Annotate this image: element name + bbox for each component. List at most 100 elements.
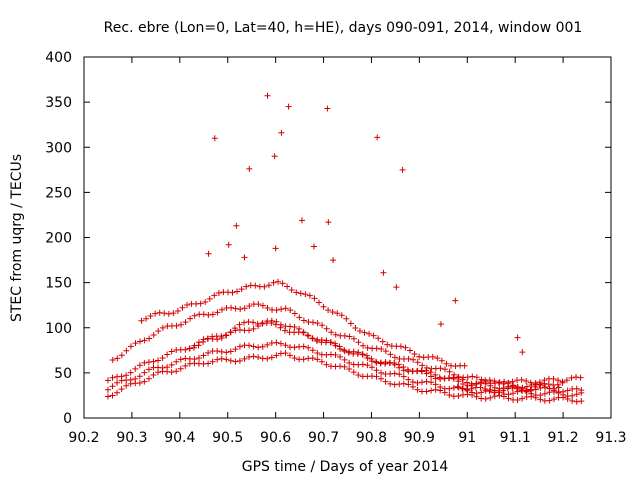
data-point: [419, 362, 426, 369]
data-point: [123, 372, 130, 379]
data-point: [272, 245, 279, 252]
data-point: [510, 382, 517, 389]
data-point: [363, 352, 370, 359]
x-tick-label: 91: [458, 430, 476, 446]
data-point: [272, 321, 279, 328]
data-point: [404, 366, 411, 373]
data-point: [368, 355, 375, 362]
data-point: [209, 311, 216, 318]
data-point: [578, 387, 585, 394]
data-point: [522, 387, 529, 394]
data-point: [114, 379, 121, 386]
data-point: [261, 283, 268, 290]
data-point: [400, 373, 407, 380]
data-point: [143, 315, 150, 322]
data-point: [271, 153, 278, 160]
data-point: [146, 335, 153, 342]
data-point: [409, 379, 416, 386]
data-point: [252, 282, 259, 289]
data-point: [250, 353, 257, 360]
data-point: [437, 365, 444, 372]
data-point: [375, 335, 382, 342]
data-point: [186, 345, 193, 352]
data-point: [250, 325, 257, 332]
data-point: [563, 377, 570, 384]
data-point: [350, 369, 357, 376]
data-point: [132, 365, 139, 372]
data-point: [255, 344, 262, 351]
data-point: [323, 361, 330, 368]
data-point: [486, 388, 493, 395]
data-point: [446, 368, 453, 375]
data-point: [145, 366, 152, 373]
data-point: [464, 379, 471, 386]
data-point: [356, 327, 363, 334]
data-point: [259, 302, 266, 309]
plot-frame: [83, 56, 612, 419]
data-point: [387, 351, 394, 358]
data-point: [373, 373, 380, 380]
data-point: [446, 385, 453, 392]
data-point: [168, 348, 175, 355]
data-point: [343, 315, 350, 322]
data-point: [393, 284, 400, 291]
data-point: [141, 359, 148, 366]
data-point: [300, 343, 307, 350]
data-point: [232, 305, 239, 312]
data-point: [397, 343, 404, 350]
data-point: [387, 380, 394, 387]
data-point: [109, 357, 116, 364]
data-point: [250, 343, 257, 350]
data-point: [174, 307, 181, 314]
data-point: [347, 320, 354, 327]
data-point: [478, 376, 485, 383]
data-point: [191, 312, 198, 319]
data-point: [337, 353, 344, 360]
x-tick-label: 90.8: [356, 430, 387, 446]
data-point: [559, 379, 566, 386]
data-point: [305, 344, 312, 351]
x-tick-label: 90.6: [260, 430, 291, 446]
data-point: [423, 388, 430, 395]
data-point: [223, 349, 230, 356]
data-point: [165, 310, 172, 317]
data-point: [550, 375, 557, 382]
data-point: [436, 374, 443, 381]
data-point: [159, 324, 166, 331]
data-point: [437, 321, 444, 328]
data-point: [243, 283, 250, 290]
data-point: [232, 358, 239, 365]
data-point: [145, 375, 152, 382]
data-point: [236, 343, 243, 350]
data-point: [496, 385, 503, 392]
data-point: [241, 355, 248, 362]
data-point: [218, 333, 225, 340]
data-point: [482, 395, 489, 402]
data-point: [241, 254, 248, 261]
data-point: [414, 359, 421, 366]
data-point: [513, 385, 520, 392]
data-point: [486, 376, 493, 383]
data-point: [469, 389, 476, 396]
data-point: [259, 320, 266, 327]
data-point: [382, 348, 389, 355]
data-point: [478, 389, 485, 396]
data-point: [300, 356, 307, 363]
data-point: [304, 332, 311, 339]
data-point: [391, 381, 398, 388]
data-point: [118, 373, 125, 380]
data-point: [337, 363, 344, 370]
data-point: [573, 374, 580, 381]
data-point: [463, 386, 470, 393]
data-point: [227, 329, 234, 336]
data-point: [537, 392, 544, 399]
data-point: [360, 342, 367, 349]
data-point: [273, 307, 280, 314]
y-tick-label: 350: [45, 95, 72, 111]
data-point: [410, 356, 417, 363]
data-point: [355, 339, 362, 346]
data-point: [546, 397, 553, 404]
data-point: [136, 373, 143, 380]
data-point: [455, 384, 462, 391]
data-point: [250, 319, 257, 326]
